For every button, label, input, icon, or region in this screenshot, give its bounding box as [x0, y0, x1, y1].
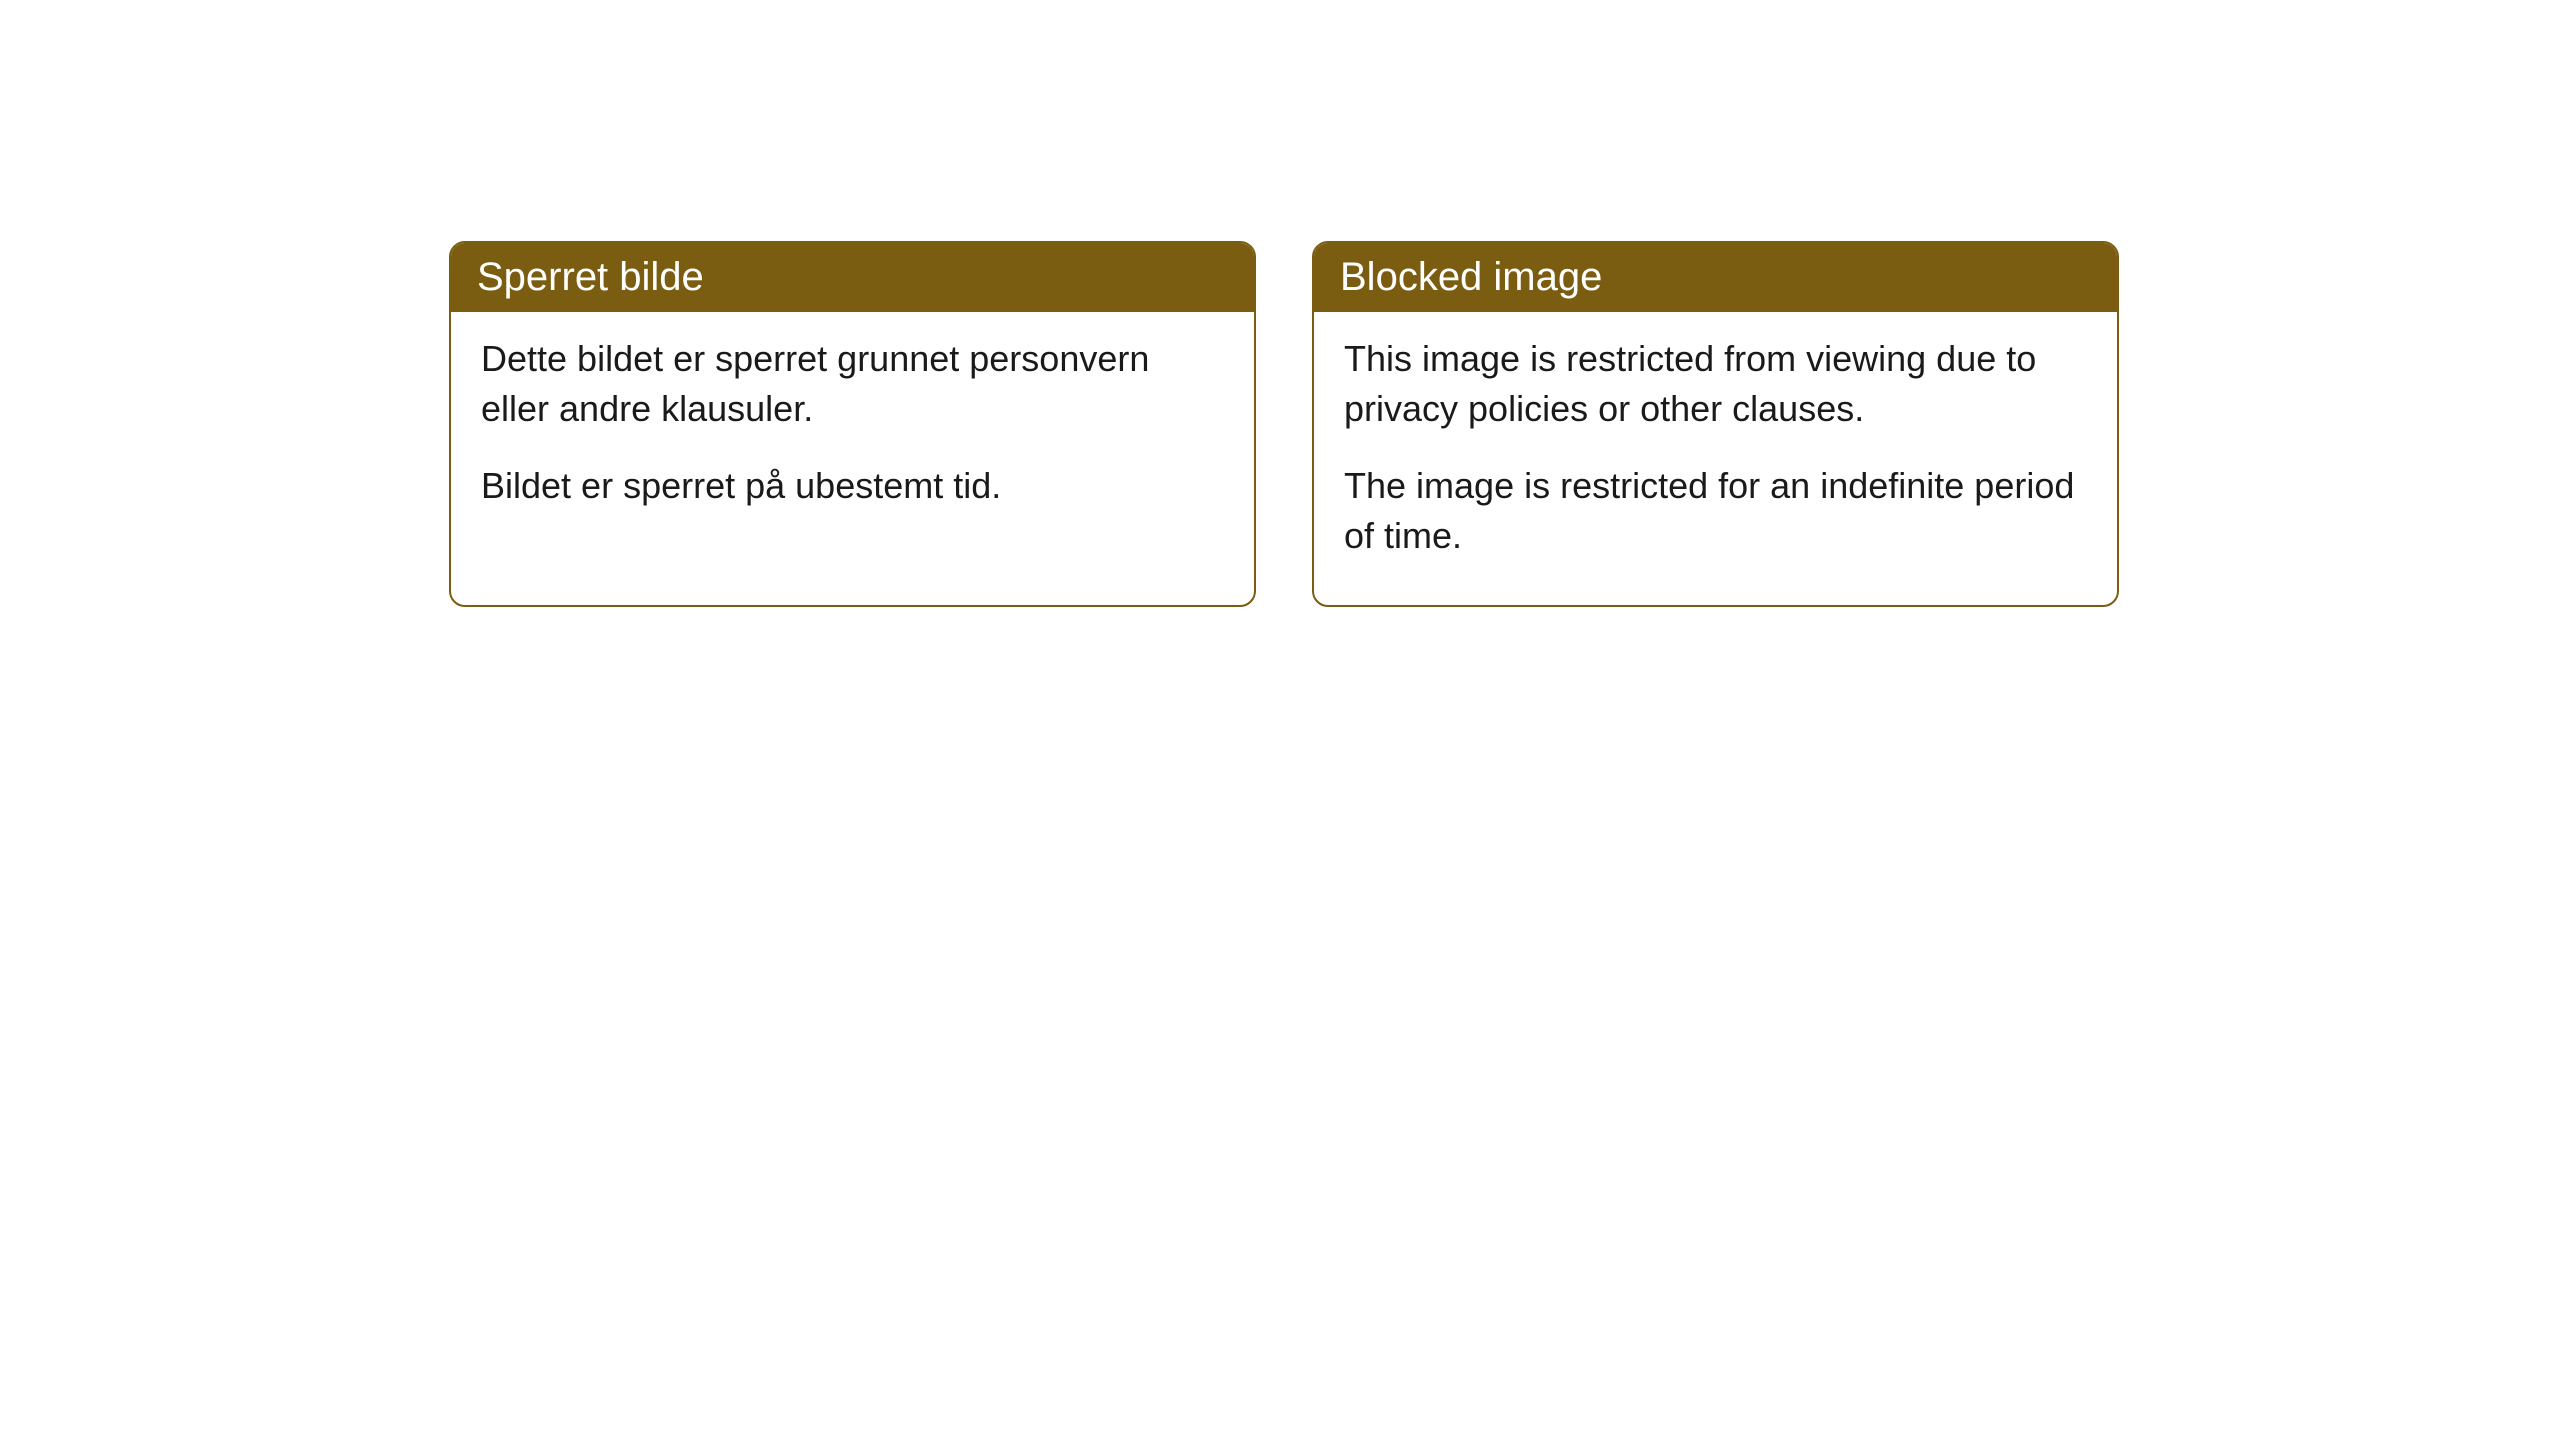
- card-body-no: Dette bildet er sperret grunnet personve…: [451, 312, 1254, 555]
- blocked-image-card-en: Blocked image This image is restricted f…: [1312, 241, 2119, 607]
- cards-container: Sperret bilde Dette bildet er sperret gr…: [449, 241, 2119, 607]
- card-paragraph-1-en: This image is restricted from viewing du…: [1344, 334, 2087, 433]
- card-paragraph-2-en: The image is restricted for an indefinit…: [1344, 461, 2087, 560]
- card-body-en: This image is restricted from viewing du…: [1314, 312, 2117, 605]
- card-header-en: Blocked image: [1314, 243, 2117, 312]
- card-header-no: Sperret bilde: [451, 243, 1254, 312]
- card-paragraph-2-no: Bildet er sperret på ubestemt tid.: [481, 461, 1224, 511]
- blocked-image-card-no: Sperret bilde Dette bildet er sperret gr…: [449, 241, 1256, 607]
- card-paragraph-1-no: Dette bildet er sperret grunnet personve…: [481, 334, 1224, 433]
